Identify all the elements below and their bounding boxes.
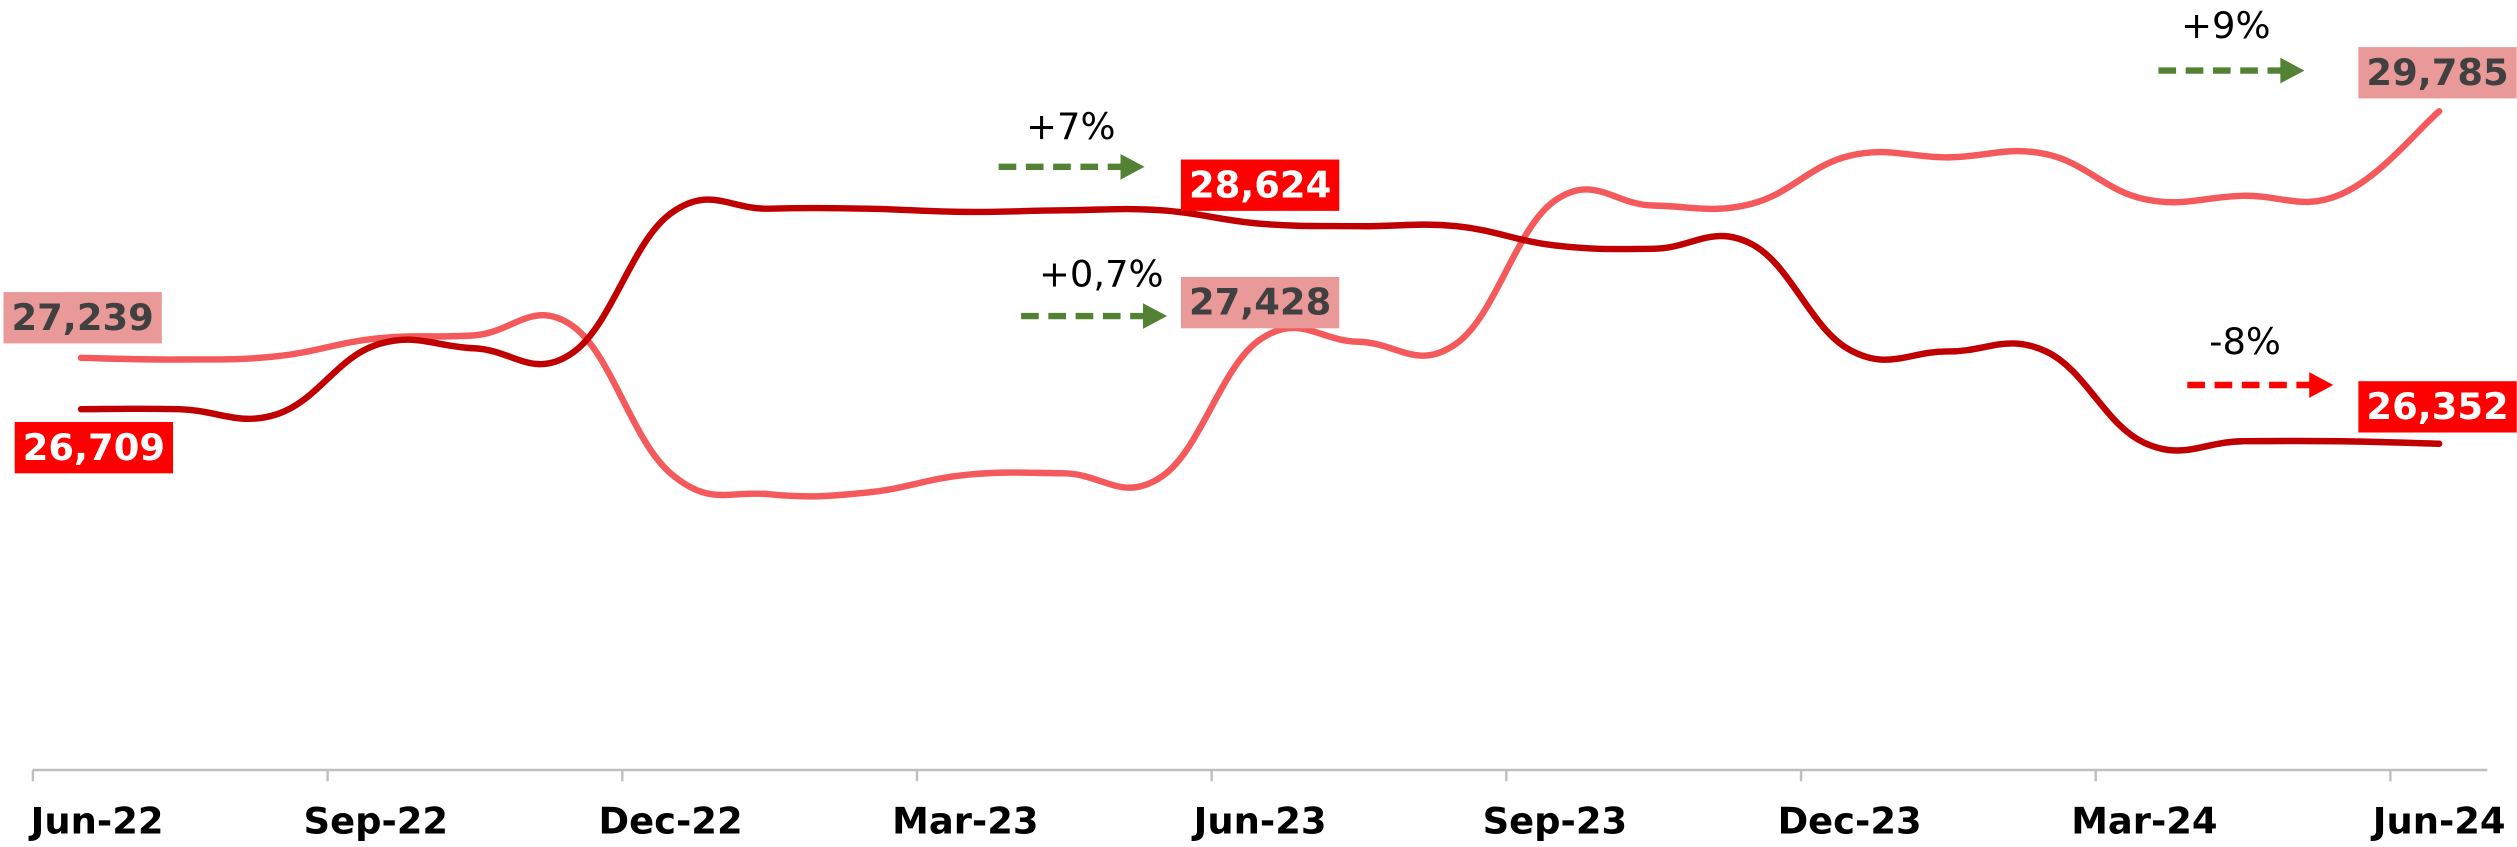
data-label: 28,624 <box>1180 159 1340 211</box>
series-line <box>77 108 2443 500</box>
annotation-arrowhead <box>2309 372 2334 398</box>
x-tick-label: Sep-23 <box>1483 799 1628 842</box>
x-tick-label: Dec-23 <box>1778 799 1922 842</box>
annotation: -8% <box>2209 320 2281 363</box>
data-label: 26,352 <box>2358 381 2517 433</box>
x-tick-label: Mar-24 <box>2071 799 2217 842</box>
series-line <box>77 196 2443 454</box>
annotation-arrowhead <box>2280 57 2305 84</box>
annotation: +9% <box>2181 4 2270 47</box>
x-tick-label: Mar-23 <box>892 799 1038 842</box>
annotation-arrowhead <box>1120 154 1145 180</box>
x-tick-label: Jun-23 <box>1191 799 1327 842</box>
data-label-text: 27,428 <box>1189 281 1331 324</box>
data-label-text: 26,352 <box>2366 385 2508 428</box>
x-tick-label: Dec-22 <box>599 799 743 842</box>
data-label-box <box>1180 159 1340 211</box>
data-label: 26,709 <box>14 422 174 474</box>
data-label: 27,428 <box>1180 276 1340 329</box>
data-label-box <box>2358 47 2517 99</box>
data-label-text: 29,785 <box>2366 51 2508 94</box>
data-label-box <box>2358 381 2517 433</box>
data-label-box <box>3 292 162 344</box>
data-label: 29,785 <box>2358 47 2517 99</box>
data-label-box <box>1180 276 1340 329</box>
data-label-box <box>14 422 174 474</box>
annotation: +0,7% <box>1039 252 1164 295</box>
annotation-arrowhead <box>1143 303 1168 329</box>
annotation: +7% <box>1026 105 1115 148</box>
x-tick-label: Sep-22 <box>304 799 449 842</box>
x-tick-label: Jun-22 <box>28 799 164 842</box>
data-label-text: 27,239 <box>11 296 153 339</box>
data-label: 27,239 <box>3 292 162 344</box>
x-tick-label: Jun-24 <box>2370 799 2506 842</box>
data-label-text: 28,624 <box>1189 163 1331 206</box>
data-label-text: 26,709 <box>23 426 165 469</box>
